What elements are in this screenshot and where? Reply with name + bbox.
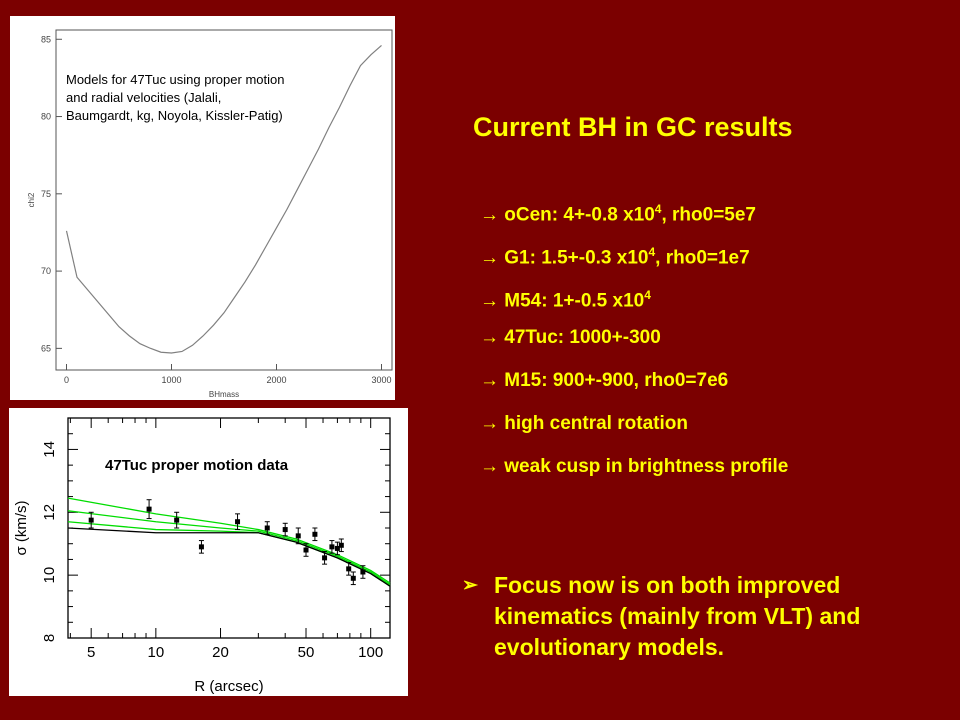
dispersion-chart: 5 10 20 50 100 8 10 12 14 R (arcsec) σ (km/s) 47Tuc… (13, 417, 391, 695)
data-point (360, 569, 366, 575)
chart-annotation: Baumgardt, kg, Noyola, Kissler-Patig) (66, 108, 283, 123)
result-item: → 47Tuc: 1000+-300 (480, 325, 788, 368)
x-tick-label: 50 (298, 644, 315, 661)
y-tick-label: 65 (41, 343, 51, 353)
result-item: → M15: 900+-900, rho0=7e6 (480, 368, 788, 411)
result-text: high central rotation (504, 413, 688, 434)
arrow-icon: → (480, 290, 505, 312)
x-axis-label: BHmass (209, 390, 239, 399)
chi2-curve (65, 45, 382, 354)
x-tick-label: 10 (148, 644, 165, 661)
data-point (350, 575, 356, 581)
data-point (334, 545, 340, 551)
x-tick-label: 100 (358, 644, 383, 661)
y-tick-label: 12 (41, 504, 58, 521)
result-text-suffix: , rho0=1e7 (655, 247, 750, 269)
arrow-icon: → (480, 247, 505, 269)
data-point (338, 542, 344, 548)
y-tick-label: 14 (41, 441, 58, 458)
chart-annotation: and radial velocities (Jalali, (66, 90, 221, 105)
result-item: → G1: 1.5+-0.3 x104, rho0=1e7 (480, 239, 788, 282)
y-tick-label: 75 (41, 189, 51, 199)
result-text: weak cusp in brightness profile (504, 456, 789, 477)
y-axis-label: chi2 (27, 192, 36, 207)
exponent: 4 (644, 288, 651, 302)
arrow-icon: → (480, 204, 505, 226)
chi2-chart-panel: 0 1000 2000 3000 65 70 75 80 85 BHmass chi2 Models … (10, 16, 395, 400)
exponent: 4 (654, 202, 662, 216)
data-point (329, 544, 335, 550)
y-tick-label: 10 (41, 567, 58, 584)
chi2-chart: 0 1000 2000 3000 65 70 75 80 85 BHmass chi2 Models … (27, 29, 393, 399)
arrow-icon: → (480, 327, 505, 348)
arrow-icon: → (480, 413, 505, 434)
arrow-bullet-icon: ➢ (462, 575, 478, 596)
data-point (282, 527, 288, 533)
slide-title: Current BH in GC results (473, 112, 793, 142)
data-point (322, 555, 328, 561)
focus-text: Focus now is on both improved kinematics… (494, 572, 861, 660)
data-point (346, 566, 352, 572)
result-text: 47Tuc: 1000+-300 (504, 327, 661, 348)
x-axis-label: R (arcsec) (194, 678, 263, 695)
data-point (146, 506, 152, 512)
data-point (303, 547, 309, 553)
result-text-suffix: , rho0=5e7 (661, 204, 756, 226)
x-tick-label: 5 (87, 644, 95, 661)
y-tick-label: 70 (41, 266, 51, 276)
chart-annotation: 47Tuc proper motion data (105, 457, 289, 474)
y-axis-label: σ (km/s) (13, 500, 30, 555)
exponent: 4 (648, 245, 656, 259)
result-item: → high central rotation (480, 411, 788, 454)
data-point (235, 519, 241, 525)
result-item: → oCen: 4+-0.8 x104, rho0=5e7 (480, 196, 788, 239)
chart-annotation: Models for 47Tuc using proper motion (66, 72, 284, 87)
arrow-icon: → (480, 370, 505, 391)
result-text: M15: 900+-900, rho0=7e6 (504, 370, 729, 391)
data-point (264, 525, 270, 531)
plot-frame (55, 29, 393, 371)
data-point (312, 531, 318, 537)
x-tick-label: 3000 (371, 375, 391, 385)
arrow-icon: → (480, 456, 505, 477)
plot-frame (67, 417, 391, 639)
dispersion-chart-panel: 5 10 20 50 100 8 10 12 14 R (arcsec) σ (km/s) 47Tuc… (9, 408, 408, 696)
y-tick-label: 80 (41, 112, 51, 122)
model-curve-green (67, 497, 391, 584)
y-tick-label: 85 (41, 34, 51, 44)
model-curve-green (67, 521, 391, 587)
results-list: → oCen: 4+-0.8 x104, rho0=5e7 → G1: 1.5+-… (480, 196, 788, 497)
result-item: → weak cusp in brightness profile (480, 454, 788, 497)
result-text: oCen: 4+-0.8 x10 (504, 204, 655, 226)
x-tick-label: 0 (64, 375, 69, 385)
result-text: M54: 1+-0.5 x10 (504, 290, 645, 312)
y-tick-label: 8 (41, 634, 58, 642)
result-text: G1: 1.5+-0.3 x10 (504, 247, 649, 269)
x-tick-label: 1000 (161, 375, 181, 385)
x-tick-label: 2000 (266, 375, 286, 385)
x-tick-label: 20 (212, 644, 229, 661)
result-item: → M54: 1+-0.5 x104 (480, 282, 788, 325)
model-curve-green (67, 510, 391, 586)
data-point (88, 517, 94, 523)
data-point (174, 517, 180, 523)
data-point (198, 544, 204, 550)
data-point (295, 533, 301, 539)
